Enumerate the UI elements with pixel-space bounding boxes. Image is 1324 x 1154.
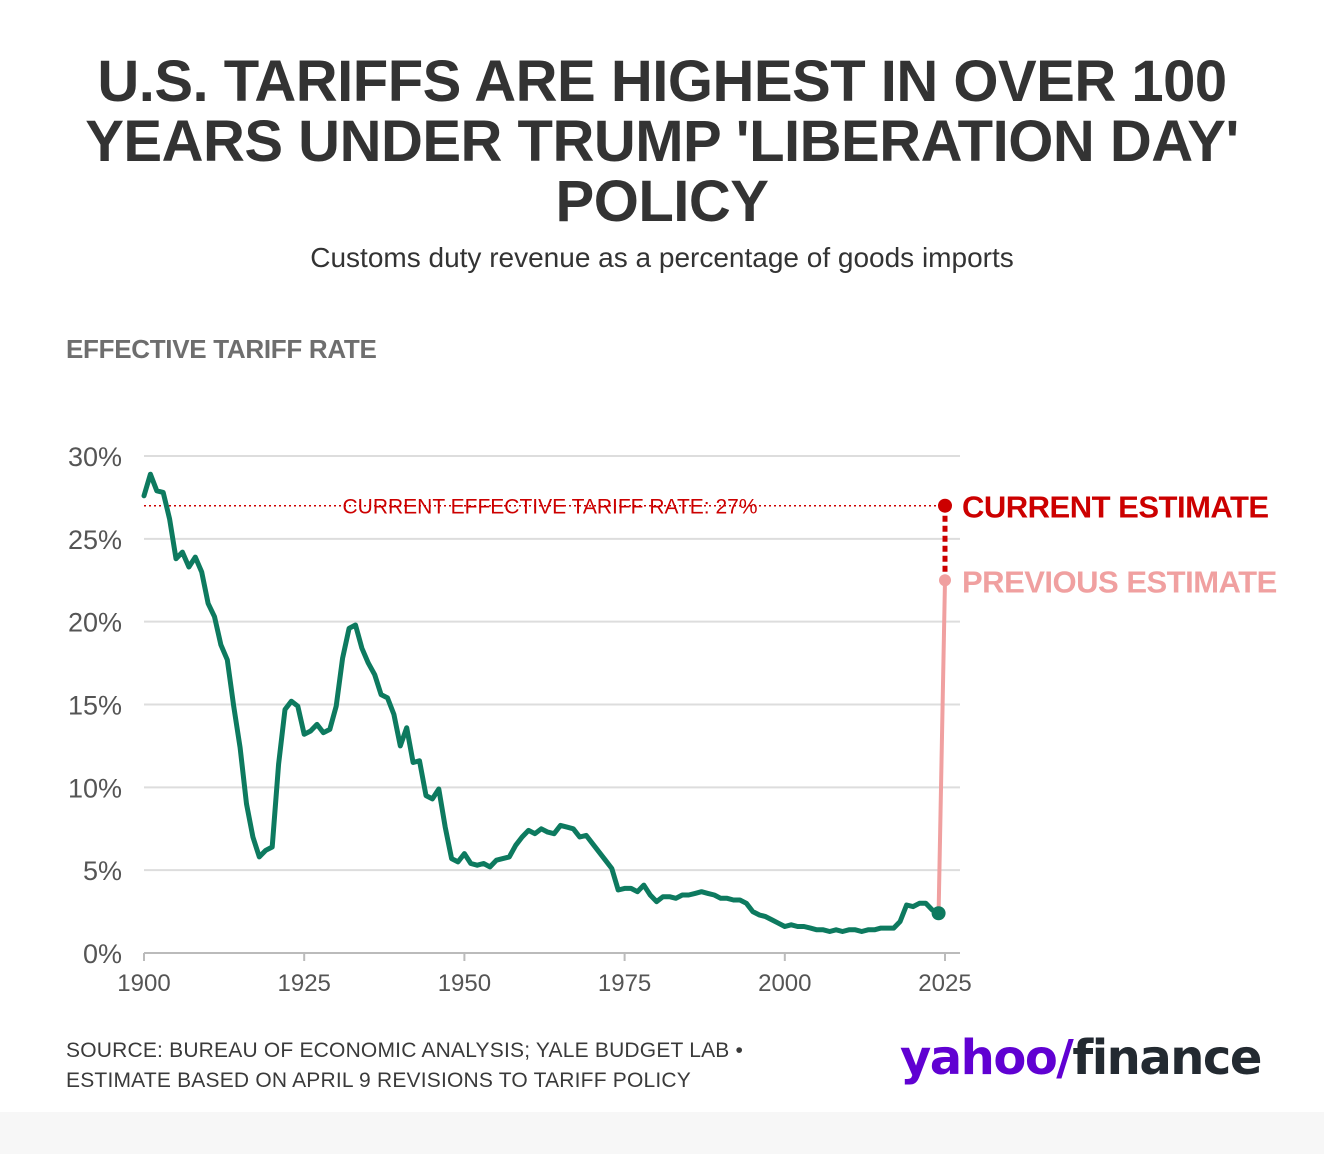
current-estimate-label: CURRENT ESTIMATE bbox=[962, 490, 1269, 525]
y-tick-labels: 0% 5% 10% 15% 20% 25% 30% bbox=[68, 442, 122, 969]
yahoo-finance-logo: yahoo/finance bbox=[900, 1030, 1262, 1086]
chart-title: U.S. TARIFFS ARE HIGHEST IN OVER 100 YEA… bbox=[0, 52, 1324, 232]
title-line-2: YEARS UNDER TRUMP 'LIBERATION DAY' bbox=[85, 109, 1239, 174]
footer-band bbox=[0, 1112, 1324, 1154]
y-tick-label: 10% bbox=[68, 773, 122, 803]
x-tick-label: 1950 bbox=[438, 970, 491, 997]
y-tick-label: 5% bbox=[83, 856, 122, 886]
logo-yahoo: yahoo/ bbox=[900, 1030, 1074, 1086]
current-estimate-point bbox=[938, 498, 952, 513]
estimate-markers: CURRENT ESTIMATE PREVIOUS ESTIMATE bbox=[936, 490, 1277, 916]
y-tick-label: 25% bbox=[68, 525, 122, 555]
y-tick-label: 0% bbox=[83, 939, 122, 969]
source-line-2: ESTIMATE BASED ON APRIL 9 REVISIONS TO T… bbox=[66, 1069, 691, 1092]
chart-subtitle: Customs duty revenue as a percentage of … bbox=[310, 242, 1014, 273]
latest-value-point bbox=[931, 906, 946, 921]
source-line-1: SOURCE: BUREAU OF ECONOMIC ANALYSIS; YAL… bbox=[66, 1039, 744, 1062]
x-tick-label: 1925 bbox=[278, 970, 331, 997]
reference-line-group: CURRENT EFFECTIVE TARIFF RATE: 27% bbox=[144, 496, 945, 519]
y-tick-label: 30% bbox=[68, 442, 122, 472]
y-tick-label: 15% bbox=[68, 691, 122, 721]
x-tick-label: 1900 bbox=[117, 970, 170, 997]
x-tick-label: 1975 bbox=[598, 970, 651, 997]
title-line-3: POLICY bbox=[555, 169, 769, 234]
logo-finance: finance bbox=[1072, 1030, 1262, 1086]
line-chart: 0% 5% 10% 15% 20% 25% 30% 1900 1925 1950 1975 2000… bbox=[68, 442, 1277, 997]
source-note: SOURCE: BUREAU OF ECONOMIC ANALYSIS; YAL… bbox=[66, 1036, 743, 1096]
x-tick-label: 2000 bbox=[758, 970, 811, 997]
grid-lines bbox=[144, 455, 960, 954]
reference-line-label: CURRENT EFFECTIVE TARIFF RATE: 27% bbox=[343, 496, 758, 519]
x-tick-label: 2025 bbox=[918, 970, 971, 997]
tariff-rate-line bbox=[141, 471, 942, 934]
y-axis-label: EFFECTIVE TARIFF RATE bbox=[66, 334, 377, 364]
title-line-1: U.S. TARIFFS ARE HIGHEST IN OVER 100 bbox=[97, 49, 1227, 114]
x-tick-labels: 1900 1925 1950 1975 2000 2025 bbox=[117, 953, 972, 997]
previous-estimate-point bbox=[939, 574, 951, 587]
y-tick-label: 20% bbox=[68, 608, 122, 638]
previous-estimate-label: PREVIOUS ESTIMATE bbox=[962, 564, 1277, 599]
series-group bbox=[141, 471, 946, 934]
previous-estimate-jump bbox=[936, 578, 947, 916]
